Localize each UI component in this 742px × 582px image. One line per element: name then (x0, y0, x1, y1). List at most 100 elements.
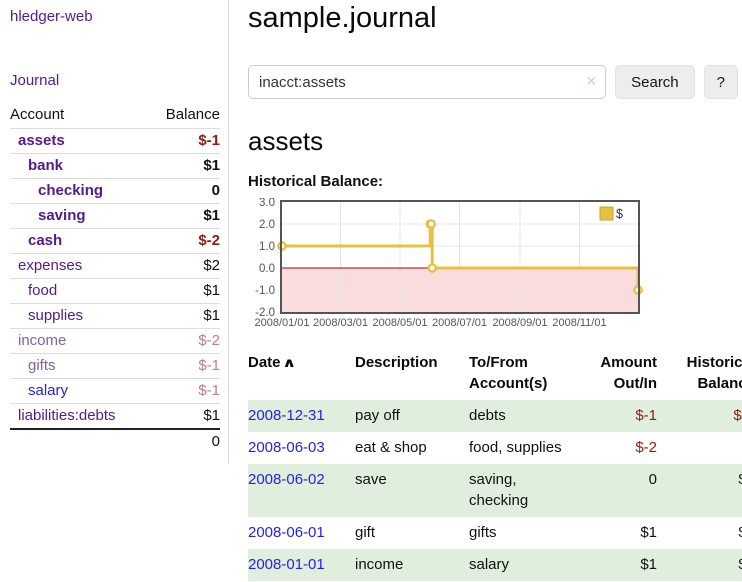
account-row: supplies $1 (10, 303, 220, 329)
account-row: food $1 (10, 278, 220, 304)
transaction-description: eat & shop (355, 439, 427, 456)
transaction-amount: $1 (640, 556, 657, 573)
y-axis-tick-label: 1.0 (259, 241, 275, 253)
account-row: income $-2 (10, 328, 220, 354)
x-axis-tick-label: 2008/05/01 (372, 317, 427, 329)
transaction-balance: $2 (738, 524, 742, 541)
help-button[interactable]: ? (703, 65, 738, 99)
search-input[interactable] (248, 65, 607, 99)
account-link-saving[interactable]: saving (38, 207, 86, 224)
transaction-description: pay off (355, 407, 400, 424)
transaction-date-link[interactable]: 2008-01-01 (248, 556, 325, 573)
legend-label: $ (616, 207, 623, 221)
accounts-total-spacer (10, 428, 149, 454)
sidebar: hledger-web Journal Account Balance asse… (0, 0, 229, 464)
y-axis-tick-label: -1.0 (255, 285, 275, 297)
account-balance: $-2 (198, 332, 220, 349)
accounts-header-balance: Balance (165, 106, 220, 123)
account-balance: $1 (203, 307, 220, 324)
account-balance: $-2 (198, 232, 220, 249)
transaction-accounts: saving, checking (469, 471, 529, 509)
account-balance: $1 (203, 207, 220, 224)
transaction-row: 2008-01-01 income salary $1 $1 (248, 549, 742, 581)
register-header-accounts[interactable]: To/From Account(s) (469, 354, 548, 392)
account-balance: $1 (203, 282, 220, 299)
account-link-income[interactable]: income (18, 332, 67, 349)
transaction-date-link[interactable]: 2008-06-01 (248, 524, 325, 541)
transaction-accounts: debts (469, 407, 506, 424)
account-balance: $1 (203, 407, 220, 424)
account-row: gifts $-1 (10, 353, 220, 379)
transaction-date-link[interactable]: 2008-06-02 (248, 471, 325, 488)
x-axis-tick-label: 2008/11/01 (552, 317, 606, 329)
sort-asc-icon: ∧ (281, 355, 296, 370)
transaction-amount: $-1 (635, 407, 657, 424)
account-link-expenses[interactable]: expenses (18, 257, 83, 274)
account-link-checking[interactable]: checking (38, 182, 104, 199)
accounts-total-value: 0 (148, 428, 220, 454)
x-axis-tick-label: 2008/07/01 (432, 317, 487, 329)
search-form: ✕ Search ? (248, 65, 738, 99)
transaction-description: gift (355, 524, 376, 541)
main-content: sample.journal ✕ Search ? assets Histori… (229, 0, 742, 581)
accounts-total-row: 0 (10, 428, 220, 454)
account-balance: $1 (203, 157, 220, 174)
register-header-balance[interactable]: Historical Balance (686, 354, 742, 392)
register-header-date[interactable]: Date∧ (248, 350, 355, 400)
account-balance: $-1 (198, 357, 220, 374)
transaction-description: income (355, 556, 404, 573)
x-axis-tick-label: 2008/09/01 (492, 317, 547, 329)
account-link-food[interactable]: food (28, 282, 58, 299)
search-input-wrap: ✕ (248, 65, 607, 99)
transaction-balance: $1 (738, 556, 742, 573)
transaction-row: 2008-06-01 gift gifts $1 $2 (248, 517, 742, 549)
account-row: checking 0 (10, 178, 220, 204)
y-axis-tick-label: 3.0 (259, 198, 275, 209)
nav-journal-link[interactable]: Journal (10, 72, 60, 89)
search-button[interactable]: Search (615, 65, 695, 99)
account-heading: assets (248, 126, 324, 156)
account-row: saving $1 (10, 203, 220, 229)
y-axis-tick-label: -2.0 (255, 307, 275, 319)
transaction-amount: 0 (648, 471, 657, 488)
transaction-accounts: salary (469, 556, 510, 573)
page-title: sample.journal (248, 2, 437, 34)
transaction-row: 2008-06-02 save saving, checking 0 $2 (248, 464, 742, 517)
account-link-assets[interactable]: assets (18, 132, 65, 149)
transaction-row: 2008-12-31 pay off debts $-1 $-1 (248, 400, 742, 432)
register-table: Date∧ Description To/From Account(s) Amo… (248, 350, 742, 581)
y-axis-tick-label: 0.0 (259, 263, 275, 275)
transaction-accounts: food, supplies (469, 439, 562, 456)
transaction-balance: $-1 (733, 407, 742, 424)
account-row: bank $1 (10, 153, 220, 179)
data-point-marker (426, 219, 437, 229)
account-link-salary[interactable]: salary (28, 382, 69, 399)
x-axis-tick-label: 2008/01/01 (254, 317, 309, 329)
y-axis-tick-label: 2.0 (259, 219, 275, 231)
transaction-balance: $2 (738, 471, 742, 488)
transaction-date-link[interactable]: 2008-12-31 (248, 407, 325, 424)
account-link-gifts[interactable]: gifts (28, 357, 56, 374)
account-link-bank[interactable]: bank (28, 157, 64, 174)
accounts-header-row: Account Balance (10, 106, 220, 129)
account-row: cash $-2 (10, 228, 220, 254)
app-brand-link[interactable]: hledger-web (10, 8, 93, 25)
register-header-amount[interactable]: Amount Out/In (600, 354, 657, 392)
account-link-supplies[interactable]: supplies (28, 307, 84, 324)
legend-swatch (599, 206, 614, 221)
account-link-liabilities-debts[interactable]: liabilities:debts (18, 407, 116, 424)
register-header-row: Date∧ Description To/From Account(s) Amo… (248, 350, 742, 400)
account-balance: 0 (211, 182, 220, 199)
account-row: salary $-1 (10, 378, 220, 404)
accounts-header-account: Account (10, 106, 65, 123)
account-row: expenses $2 (10, 253, 220, 279)
account-link-cash[interactable]: cash (28, 232, 63, 249)
transaction-date-link[interactable]: 2008-06-03 (248, 439, 325, 456)
clear-search-icon[interactable]: ✕ (585, 73, 598, 89)
transaction-accounts: gifts (469, 524, 497, 541)
register-header-description[interactable]: Description (355, 354, 438, 371)
account-balance: $-1 (198, 132, 220, 149)
transaction-amount: $1 (640, 524, 657, 541)
